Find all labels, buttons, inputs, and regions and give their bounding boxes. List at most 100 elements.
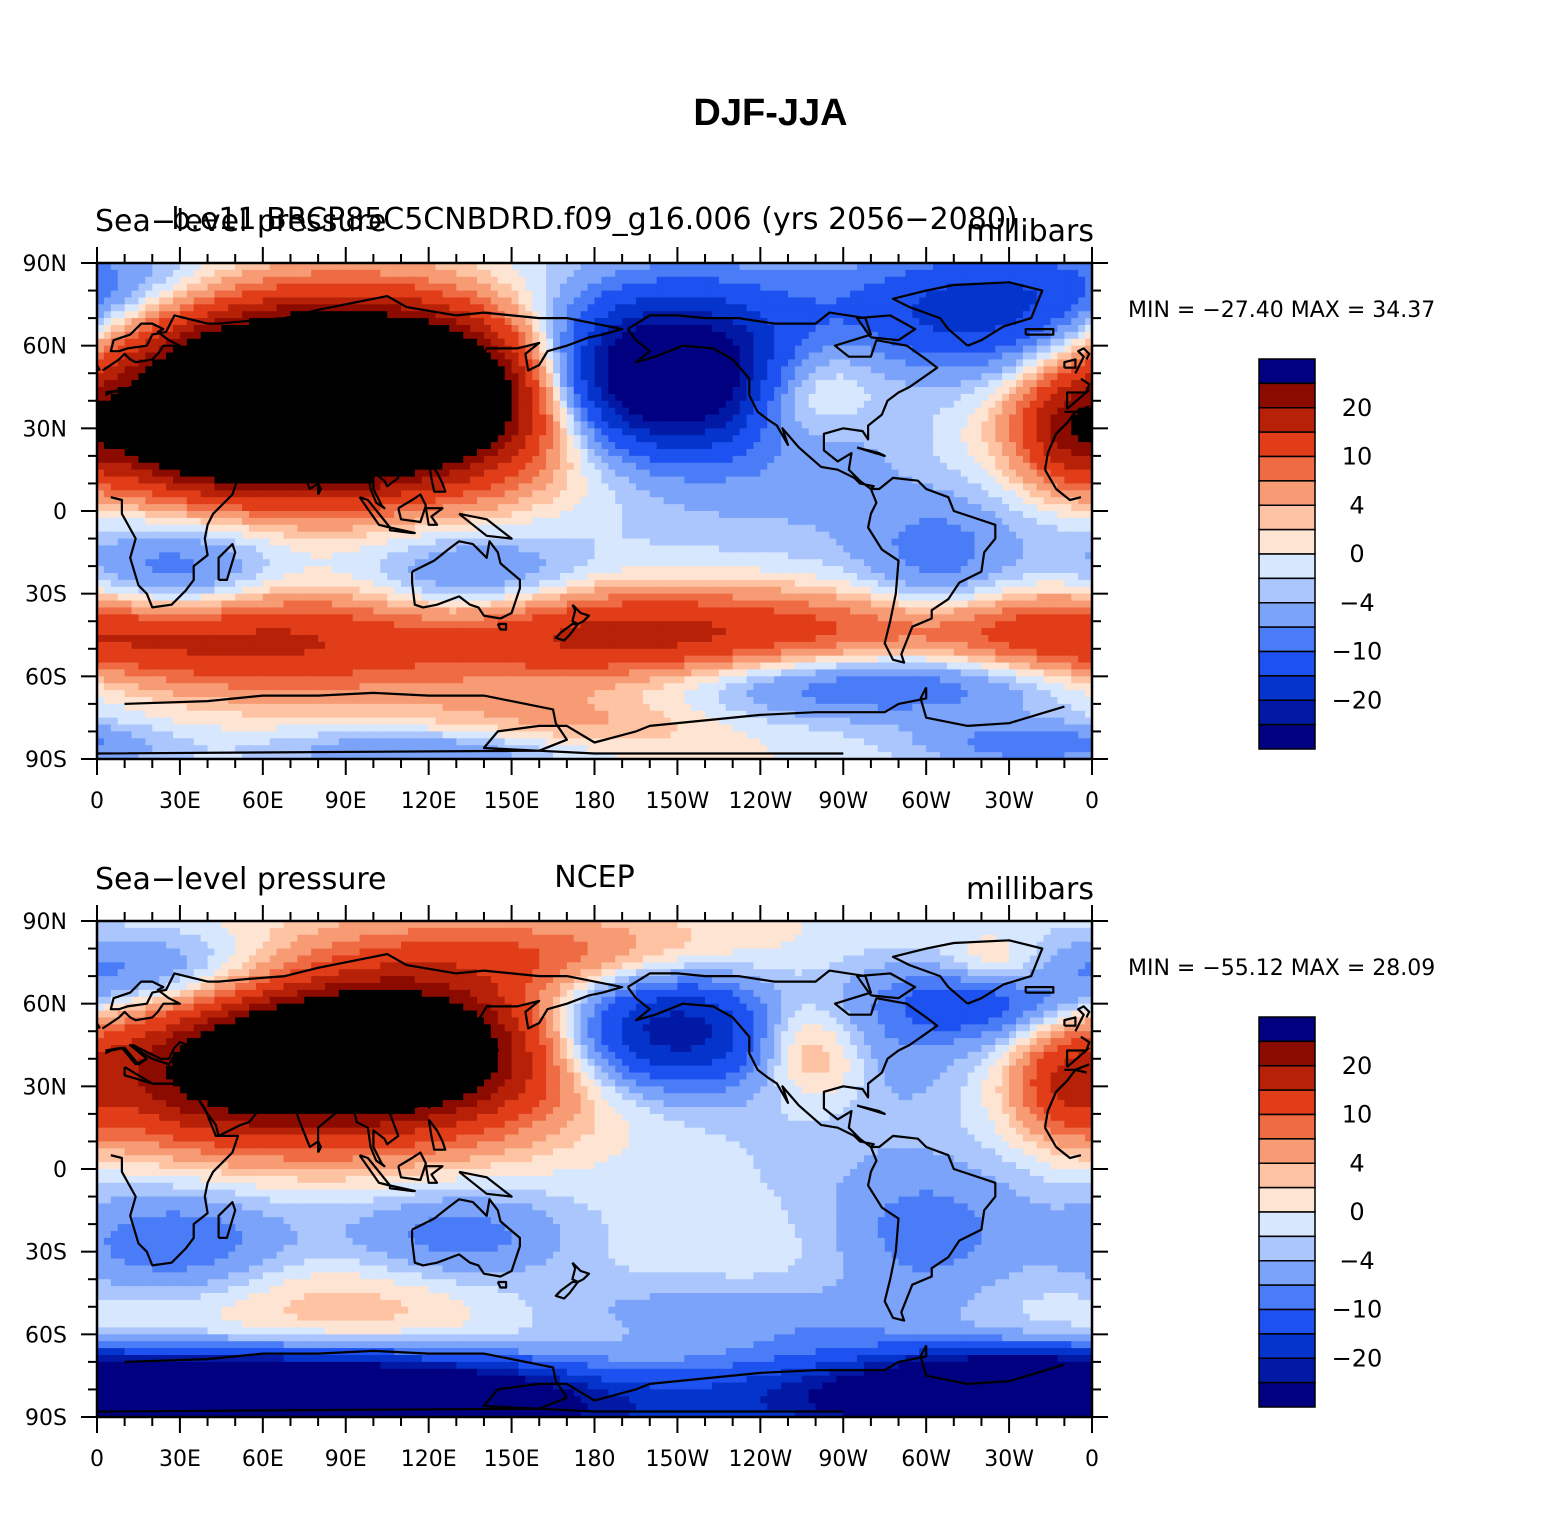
field-cell [442, 290, 450, 299]
field-cell [635, 311, 644, 319]
field-cell [214, 283, 222, 292]
field-cell [179, 387, 188, 395]
field-cell [760, 393, 768, 402]
field-cell [559, 476, 568, 485]
field-cell [152, 387, 160, 395]
field-cell [608, 442, 616, 450]
field-cell [276, 366, 285, 374]
field-cell [933, 428, 941, 436]
field-cell [290, 428, 298, 436]
field-cell [967, 338, 976, 347]
field-cell [808, 345, 817, 354]
field-cell [1029, 338, 1038, 347]
field-cell [124, 269, 133, 278]
field-cell [435, 318, 444, 326]
field-cell [732, 290, 741, 299]
field-cell [781, 325, 789, 333]
field-cell [753, 338, 761, 347]
field-cell [394, 345, 402, 354]
field-cell [836, 263, 844, 271]
field-cell [138, 304, 146, 312]
field-cell [490, 393, 499, 402]
field-cell [255, 469, 264, 478]
field-cell [843, 393, 851, 402]
field-cell [401, 380, 409, 388]
field-cell [953, 380, 962, 388]
field-cell [912, 393, 920, 402]
field-cell [477, 449, 485, 457]
field-cell [905, 276, 913, 285]
field-cell [1043, 435, 1052, 443]
field-cell [919, 263, 927, 271]
field-cell [366, 435, 374, 443]
field-cell [290, 476, 298, 485]
field-cell [843, 269, 851, 278]
field-cell [891, 414, 900, 423]
field-cell [186, 263, 195, 271]
field-cell [1002, 469, 1010, 478]
field-cell [338, 276, 347, 285]
field-cell [255, 387, 264, 395]
field-cell [207, 449, 216, 457]
field-cell [877, 435, 886, 443]
field-cell [1029, 421, 1038, 429]
field-cell [857, 304, 865, 312]
field-cell [615, 428, 623, 436]
field-cell [656, 442, 665, 450]
field-cell [836, 269, 844, 278]
field-cell [739, 407, 748, 416]
field-cell [345, 380, 354, 388]
field-cell [186, 387, 195, 395]
field-cell [746, 297, 755, 305]
field-cell [705, 373, 713, 381]
field-cell [546, 331, 554, 340]
field-cell [933, 290, 941, 299]
field-cell [325, 345, 333, 354]
field-cell [898, 276, 907, 285]
field-cell [1015, 290, 1024, 299]
field-cell [532, 435, 540, 443]
field-cell [518, 393, 526, 402]
field-cell [767, 338, 775, 347]
field-cell [131, 318, 140, 326]
field-cell [186, 318, 195, 326]
field-cell [573, 263, 582, 271]
field-cell [242, 304, 250, 312]
field-cell [428, 469, 437, 478]
field-cell [525, 414, 533, 423]
field-cell [283, 290, 292, 299]
field-cell [152, 373, 160, 381]
field-cell [822, 297, 831, 305]
field-cell [442, 269, 450, 278]
field-cell [912, 311, 920, 319]
field-cell [601, 380, 609, 388]
field-cell [407, 476, 416, 485]
field-cell [815, 442, 824, 450]
field-cell [691, 435, 699, 443]
field-cell [193, 311, 202, 319]
field-cell [456, 318, 464, 326]
field-cell [1036, 483, 1045, 491]
field-cell [532, 428, 540, 436]
field-cell [559, 414, 568, 423]
field-cell [200, 414, 209, 423]
field-cell [152, 269, 160, 278]
field-cell [290, 338, 298, 347]
field-cell [974, 359, 983, 367]
field-cell [850, 455, 858, 464]
field-cell [1009, 462, 1017, 471]
field-cell [587, 345, 596, 354]
field-cell [642, 263, 651, 271]
field-cell [905, 338, 913, 347]
field-cell [656, 380, 665, 388]
field-cell [318, 442, 326, 450]
field-cell [255, 304, 264, 312]
field-cell [1002, 490, 1010, 498]
field-cell [221, 331, 229, 340]
field-cell [953, 311, 962, 319]
field-cell [470, 400, 478, 409]
field-cell [691, 393, 699, 402]
field-cell [497, 366, 506, 374]
field-cell [774, 449, 782, 457]
field-cell [428, 407, 437, 416]
